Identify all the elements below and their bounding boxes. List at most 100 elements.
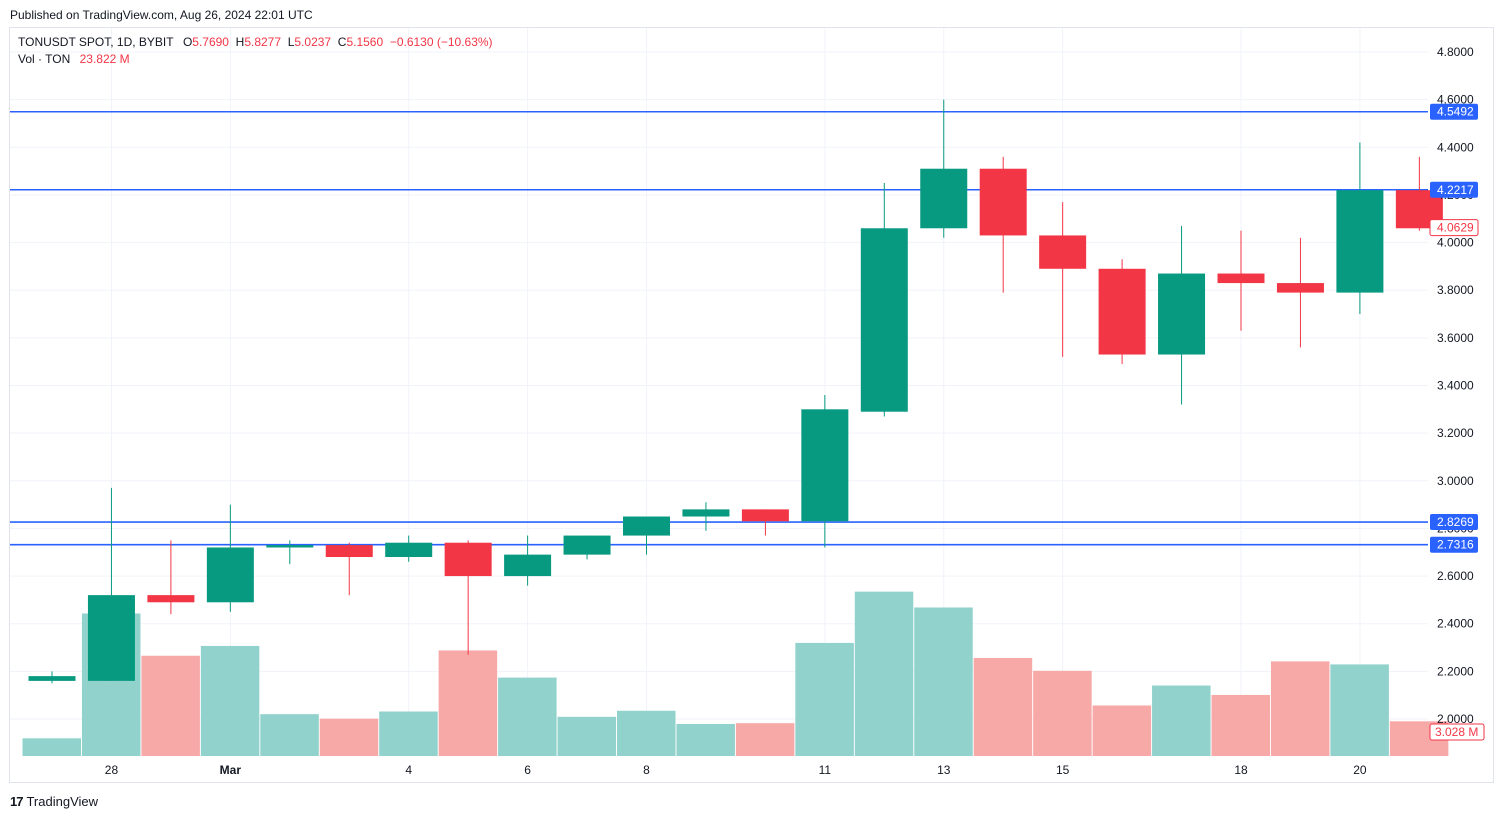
level-price-label: 4.2217	[1437, 183, 1474, 197]
candle-body[interactable]	[563, 535, 611, 555]
y-axis-tick-label: 3.2000	[1437, 426, 1474, 440]
y-axis-tick-label: 4.4000	[1437, 140, 1474, 154]
published-caption: Published on TradingView.com, Aug 26, 20…	[10, 8, 313, 22]
volume-bar	[260, 714, 319, 756]
high-value: 5.8277	[244, 35, 282, 49]
y-axis-tick-label: 4.8000	[1437, 45, 1474, 59]
candle-body[interactable]	[206, 547, 254, 603]
level-price-label: 2.7316	[1437, 538, 1474, 552]
candle-body[interactable]	[682, 509, 730, 517]
candle-body[interactable]	[860, 228, 908, 412]
candle-body[interactable]	[325, 545, 373, 558]
volume-value: 23.822 M	[79, 52, 130, 66]
level-price-tag	[1430, 103, 1478, 120]
volume-bar	[973, 658, 1033, 756]
candle-body[interactable]	[28, 676, 76, 681]
candle-body[interactable]	[1039, 235, 1087, 269]
candle-body[interactable]	[444, 542, 492, 577]
candle-body[interactable]	[266, 545, 314, 548]
y-axis-tick-label: 2.4000	[1437, 617, 1474, 631]
volume-bar	[735, 723, 795, 756]
volume-bar	[795, 642, 854, 756]
volume-bar	[200, 645, 260, 756]
candle-body[interactable]	[385, 542, 433, 558]
volume-bar	[141, 655, 200, 756]
volume-bar	[676, 723, 735, 756]
level-price-label: 2.8269	[1437, 515, 1474, 529]
candle-body[interactable]	[1217, 273, 1265, 284]
x-axis-tick-label: 13	[937, 763, 951, 777]
volume-legend: Vol · TON 23.822 M	[18, 52, 130, 66]
candle-body[interactable]	[920, 168, 968, 229]
low-value: 5.0237	[294, 35, 332, 49]
volume-bar	[1092, 705, 1152, 756]
candle-body[interactable]	[1276, 283, 1324, 293]
candle-body[interactable]	[741, 509, 789, 522]
volume-bar	[379, 711, 438, 756]
x-axis-tick-label: 28	[105, 763, 119, 777]
level-price-label: 4.5492	[1437, 105, 1474, 119]
candle-body[interactable]	[87, 595, 135, 681]
volume-bar	[1270, 661, 1330, 756]
x-axis-tick-label: 11	[819, 763, 832, 777]
candle-body[interactable]	[623, 516, 670, 536]
volume-bar	[498, 677, 557, 756]
candle-body[interactable]	[801, 409, 849, 522]
level-price-tag	[1430, 181, 1478, 198]
candle-body[interactable]	[147, 595, 195, 603]
x-axis-tick-label: 4	[405, 763, 412, 777]
y-axis-tick-label: 2.6000	[1437, 569, 1474, 583]
volume-bar	[438, 650, 498, 756]
chart-frame[interactable]	[9, 27, 1494, 783]
open-value: 5.7690	[192, 35, 229, 49]
y-axis-tick-label: 2.0000	[1437, 712, 1474, 726]
low-label: L	[287, 35, 295, 49]
volume-bar	[617, 710, 676, 756]
symbol-label[interactable]: TONUSDT SPOT, 1D, BYBIT	[18, 35, 174, 49]
last-price-tag	[1429, 219, 1479, 237]
y-axis-tick-label: 3.4000	[1437, 379, 1474, 393]
volume-bar	[854, 591, 914, 756]
ohlc-legend: TONUSDT SPOT, 1D, BYBIT O5.7690 H5.8277 …	[18, 35, 493, 49]
volume-bar	[319, 718, 379, 756]
y-axis-tick-label: 3.6000	[1437, 331, 1474, 345]
tradingview-brand-label: TradingView	[26, 794, 99, 809]
y-axis-tick-label: 4.6000	[1437, 93, 1474, 107]
x-axis-tick-label: 6	[524, 763, 531, 777]
volume-label[interactable]: Vol · TON	[18, 52, 71, 66]
x-axis-tick-label: Mar	[220, 763, 242, 777]
close-value: 5.1560	[346, 35, 384, 49]
candle-body[interactable]	[504, 554, 552, 577]
volume-bar	[22, 738, 81, 756]
volume-bar	[1211, 694, 1270, 756]
open-label: O	[182, 35, 193, 49]
x-axis-tick-label: 15	[1056, 763, 1070, 777]
volume-bar	[914, 607, 973, 756]
high-label: H	[235, 35, 245, 49]
level-price-tag	[1430, 514, 1478, 531]
x-axis-tick-label: 8	[643, 763, 650, 777]
volume-bar	[1033, 670, 1092, 756]
candle-body[interactable]	[1158, 273, 1206, 355]
volume-bar	[1330, 664, 1389, 756]
change-value: −0.6130 (−10.63%)	[389, 35, 493, 49]
last-volume-tag	[1429, 723, 1485, 741]
candle-body[interactable]	[1336, 190, 1384, 293]
tradingview-logo-icon: 17	[10, 794, 24, 809]
y-axis-tick-label: 3.0000	[1437, 474, 1474, 488]
y-axis-tick-label: 2.2000	[1437, 664, 1474, 678]
candle-body[interactable]	[1098, 268, 1146, 355]
x-axis-tick-label: 18	[1234, 763, 1248, 777]
footer-brand[interactable]: 17 TradingView	[10, 794, 98, 809]
last-price-label: 4.0629	[1437, 221, 1474, 235]
volume-bar	[1152, 685, 1211, 756]
x-axis-tick-label: 20	[1353, 763, 1367, 777]
last-volume-label: 3.028 M	[1435, 725, 1478, 739]
y-axis-tick-label: 4.0000	[1437, 236, 1474, 250]
volume-bar	[557, 716, 617, 756]
close-label: C	[337, 35, 347, 49]
y-axis-tick-label: 3.8000	[1437, 283, 1474, 297]
candle-body[interactable]	[979, 168, 1027, 236]
level-price-tag	[1430, 536, 1478, 553]
